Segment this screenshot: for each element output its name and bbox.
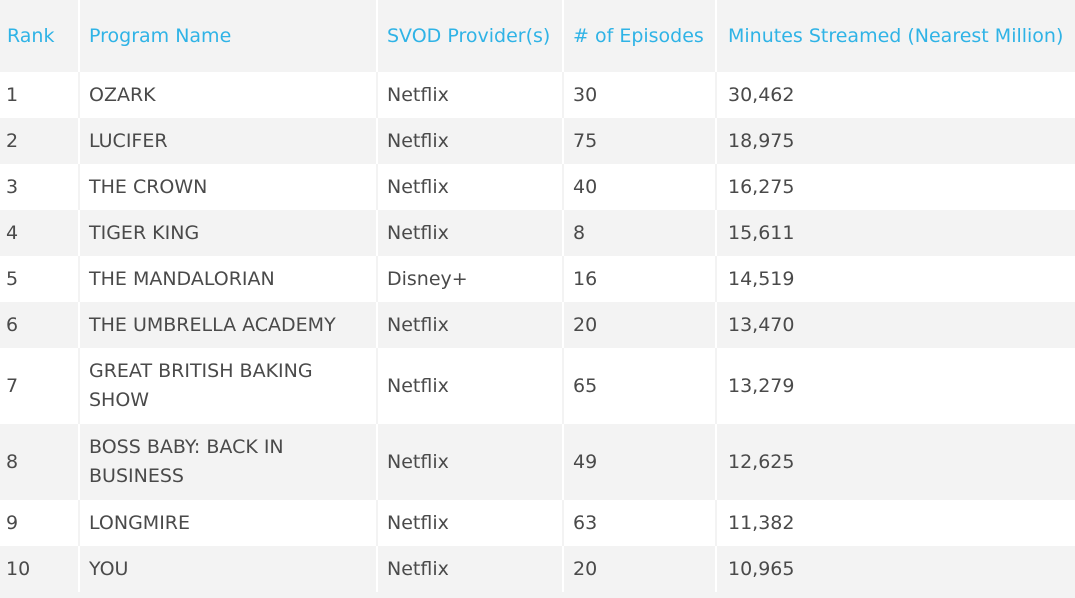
header-minutes-streamed[interactable]: Minutes Streamed (Nearest Million): [717, 0, 1075, 72]
cell-rank: 6: [0, 302, 80, 348]
cell-rank: 5: [0, 256, 80, 302]
cell-episodes: 8: [564, 210, 717, 256]
cell-provider: Netflix: [378, 546, 564, 592]
cell-episodes: 49: [564, 424, 717, 500]
cell-provider: Disney+: [378, 256, 564, 302]
cell-episodes: 20: [564, 302, 717, 348]
cell-rank: 9: [0, 500, 80, 546]
table-row: 9 LONGMIRE Netflix 63 11,382: [0, 500, 1075, 546]
table-row: 6 THE UMBRELLA ACADEMY Netflix 20 13,470: [0, 302, 1075, 348]
cell-minutes: 13,279: [717, 348, 1075, 424]
cell-episodes: 30: [564, 72, 717, 118]
cell-episodes: 20: [564, 546, 717, 592]
cell-episodes: 16: [564, 256, 717, 302]
cell-rank: 2: [0, 118, 80, 164]
cell-minutes: 11,382: [717, 500, 1075, 546]
header-svod-provider[interactable]: SVOD Provider(s): [378, 0, 564, 72]
header-program-name[interactable]: Program Name: [80, 0, 378, 72]
cell-provider: Netflix: [378, 72, 564, 118]
cell-provider: Netflix: [378, 424, 564, 500]
cell-rank: 1: [0, 72, 80, 118]
cell-rank: 10: [0, 546, 80, 592]
cell-provider: Netflix: [378, 348, 564, 424]
cell-provider: Netflix: [378, 302, 564, 348]
cell-episodes: 75: [564, 118, 717, 164]
cell-rank: 7: [0, 348, 80, 424]
cell-program-name: LONGMIRE: [80, 500, 378, 546]
cell-episodes: 40: [564, 164, 717, 210]
table-row: 5 THE MANDALORIAN Disney+ 16 14,519: [0, 256, 1075, 302]
cell-minutes: 15,611: [717, 210, 1075, 256]
cell-provider: Netflix: [378, 164, 564, 210]
table-row: 3 THE CROWN Netflix 40 16,275: [0, 164, 1075, 210]
cell-program-name: OZARK: [80, 72, 378, 118]
table-row: 1 OZARK Netflix 30 30,462: [0, 72, 1075, 118]
cell-program-name: YOU: [80, 546, 378, 592]
cell-program-name: LUCIFER: [80, 118, 378, 164]
cell-episodes: 63: [564, 500, 717, 546]
table-header-row: Rank Program Name SVOD Provider(s) # of …: [0, 0, 1075, 72]
cell-rank: 4: [0, 210, 80, 256]
cell-minutes: 18,975: [717, 118, 1075, 164]
cell-provider: Netflix: [378, 500, 564, 546]
table-row: 2 LUCIFER Netflix 75 18,975: [0, 118, 1075, 164]
header-rank[interactable]: Rank: [0, 0, 80, 72]
cell-minutes: 10,965: [717, 546, 1075, 592]
cell-program-name: THE UMBRELLA ACADEMY: [80, 302, 378, 348]
cell-program-name: THE CROWN: [80, 164, 378, 210]
table-row: 7 GREAT BRITISH BAKING SHOW Netflix 65 1…: [0, 348, 1075, 424]
table-row: 4 TIGER KING Netflix 8 15,611: [0, 210, 1075, 256]
cell-program-name: GREAT BRITISH BAKING SHOW: [80, 348, 378, 424]
table-row: 8 BOSS BABY: BACK IN BUSINESS Netflix 49…: [0, 424, 1075, 500]
cell-minutes: 30,462: [717, 72, 1075, 118]
header-episodes[interactable]: # of Episodes: [564, 0, 717, 72]
cell-program-name: BOSS BABY: BACK IN BUSINESS: [80, 424, 378, 500]
cell-rank: 8: [0, 424, 80, 500]
cell-minutes: 16,275: [717, 164, 1075, 210]
cell-minutes: 14,519: [717, 256, 1075, 302]
cell-episodes: 65: [564, 348, 717, 424]
cell-provider: Netflix: [378, 118, 564, 164]
cell-provider: Netflix: [378, 210, 564, 256]
cell-program-name: TIGER KING: [80, 210, 378, 256]
cell-rank: 3: [0, 164, 80, 210]
cell-program-name: THE MANDALORIAN: [80, 256, 378, 302]
table-row: 10 YOU Netflix 20 10,965: [0, 546, 1075, 592]
cell-minutes: 12,625: [717, 424, 1075, 500]
cell-minutes: 13,470: [717, 302, 1075, 348]
